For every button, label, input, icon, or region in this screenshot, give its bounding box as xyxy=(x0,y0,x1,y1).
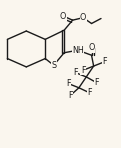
Text: O: O xyxy=(88,43,95,52)
Text: F: F xyxy=(73,68,78,77)
Text: S: S xyxy=(51,61,56,70)
Text: O: O xyxy=(80,13,86,22)
Text: F: F xyxy=(87,88,92,97)
Text: F: F xyxy=(68,91,73,100)
Text: NH: NH xyxy=(72,46,84,55)
Text: F: F xyxy=(102,57,106,66)
Text: F: F xyxy=(81,66,85,75)
Text: O: O xyxy=(60,12,66,21)
Text: F: F xyxy=(95,78,99,87)
Text: F: F xyxy=(66,79,71,88)
